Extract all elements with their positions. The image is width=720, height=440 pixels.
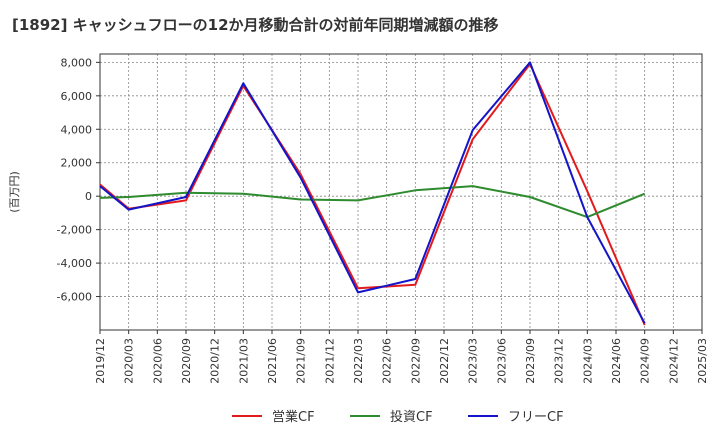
x-tick-label: 2023/09: [524, 338, 537, 384]
y-tick-label: 6,000: [61, 90, 93, 103]
series-line: [99, 63, 646, 326]
series-line: [99, 185, 646, 219]
legend-label: フリーCF: [508, 410, 564, 425]
plot-frame: [99, 53, 703, 331]
x-tick-label: 2024/09: [639, 338, 652, 384]
y-axis-ticks: 8,000 6,000 4,000 2,000 0 -2,000 -4,000 -6,000: [57, 56, 100, 304]
y-tick-label: 0: [85, 190, 92, 203]
x-tick-label: 2023/12: [553, 338, 566, 384]
x-tick-label: 2021/06: [266, 338, 279, 384]
x-tick-label: 2021/12: [323, 338, 336, 384]
x-tick-label: 2024/03: [581, 338, 594, 384]
y-tick-label: -4,000: [57, 257, 92, 270]
legend-label: 投資CF: [390, 409, 433, 425]
x-tick-label: 2022/03: [352, 338, 365, 384]
x-tick-label: 2022/09: [409, 338, 422, 384]
x-tick-label: 2021/03: [237, 338, 250, 384]
x-tick-label: 2024/06: [610, 338, 623, 384]
x-tick-label: 2020/03: [123, 338, 136, 384]
y-tick-label: 8,000: [61, 56, 93, 69]
x-tick-label: 2021/09: [295, 338, 308, 384]
series-line: [99, 61, 646, 324]
y-axis-label: (百万円): [8, 171, 21, 213]
chart-title: [1892] キャッシュフローの12か月移動合計の対前年同期増減額の推移: [12, 16, 499, 34]
series-lines: [99, 61, 646, 326]
y-tick-label: -2,000: [57, 224, 92, 237]
x-tick-label: 2022/06: [381, 338, 394, 384]
y-tick-label: 2,000: [61, 157, 93, 170]
y-tick-label: -6,000: [57, 291, 92, 304]
x-tick-label: 2020/09: [180, 338, 193, 384]
x-tick-label: 2020/06: [151, 338, 164, 384]
x-axis-ticks: 2019/12 2020/03 2020/06 2020/09 2020/12 2021/…: [94, 330, 709, 384]
x-tick-label: 2023/03: [467, 338, 480, 384]
legend: 営業CF 投資CF フリーCF: [232, 409, 564, 425]
x-tick-label: 2023/06: [495, 338, 508, 384]
x-tick-label: 2020/12: [209, 338, 222, 384]
x-tick-label: 2019/12: [94, 338, 107, 384]
y-tick-label: 4,000: [61, 123, 93, 136]
x-tick-label: 2025/03: [696, 338, 709, 384]
x-tick-label: 2022/12: [438, 338, 451, 384]
x-tick-label: 2024/12: [667, 338, 680, 384]
legend-label: 営業CF: [272, 409, 315, 425]
